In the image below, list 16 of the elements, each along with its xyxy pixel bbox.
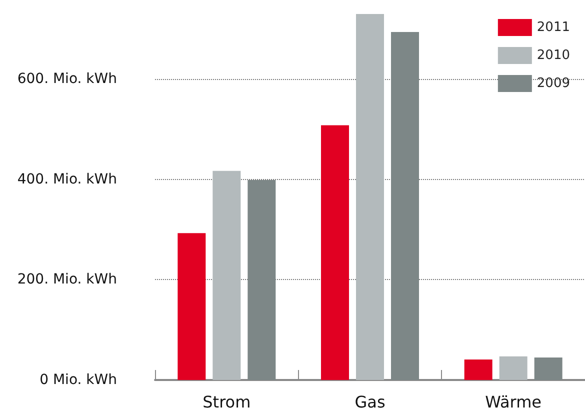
bar [356,14,384,380]
x-tick-label: Strom [202,392,251,412]
y-tick-label: 400. Mio. kWh [17,171,117,188]
bar [178,233,206,380]
bar [499,356,528,380]
bar [464,359,492,380]
bar [212,170,241,380]
legend-label: 2011 [536,20,570,35]
y-tick-label: 0 Mio. kWh [40,372,117,388]
legend-label: 2009 [536,76,570,91]
y-tick-label: 200. Mio. kWh [17,272,117,288]
x-tick-label: Wärme [485,392,542,412]
x-tick-label: Gas [354,392,386,412]
y-tick-label: 600. Mio. kWh [17,71,117,88]
legend-label: 2010 [536,48,570,63]
bar [321,125,349,380]
